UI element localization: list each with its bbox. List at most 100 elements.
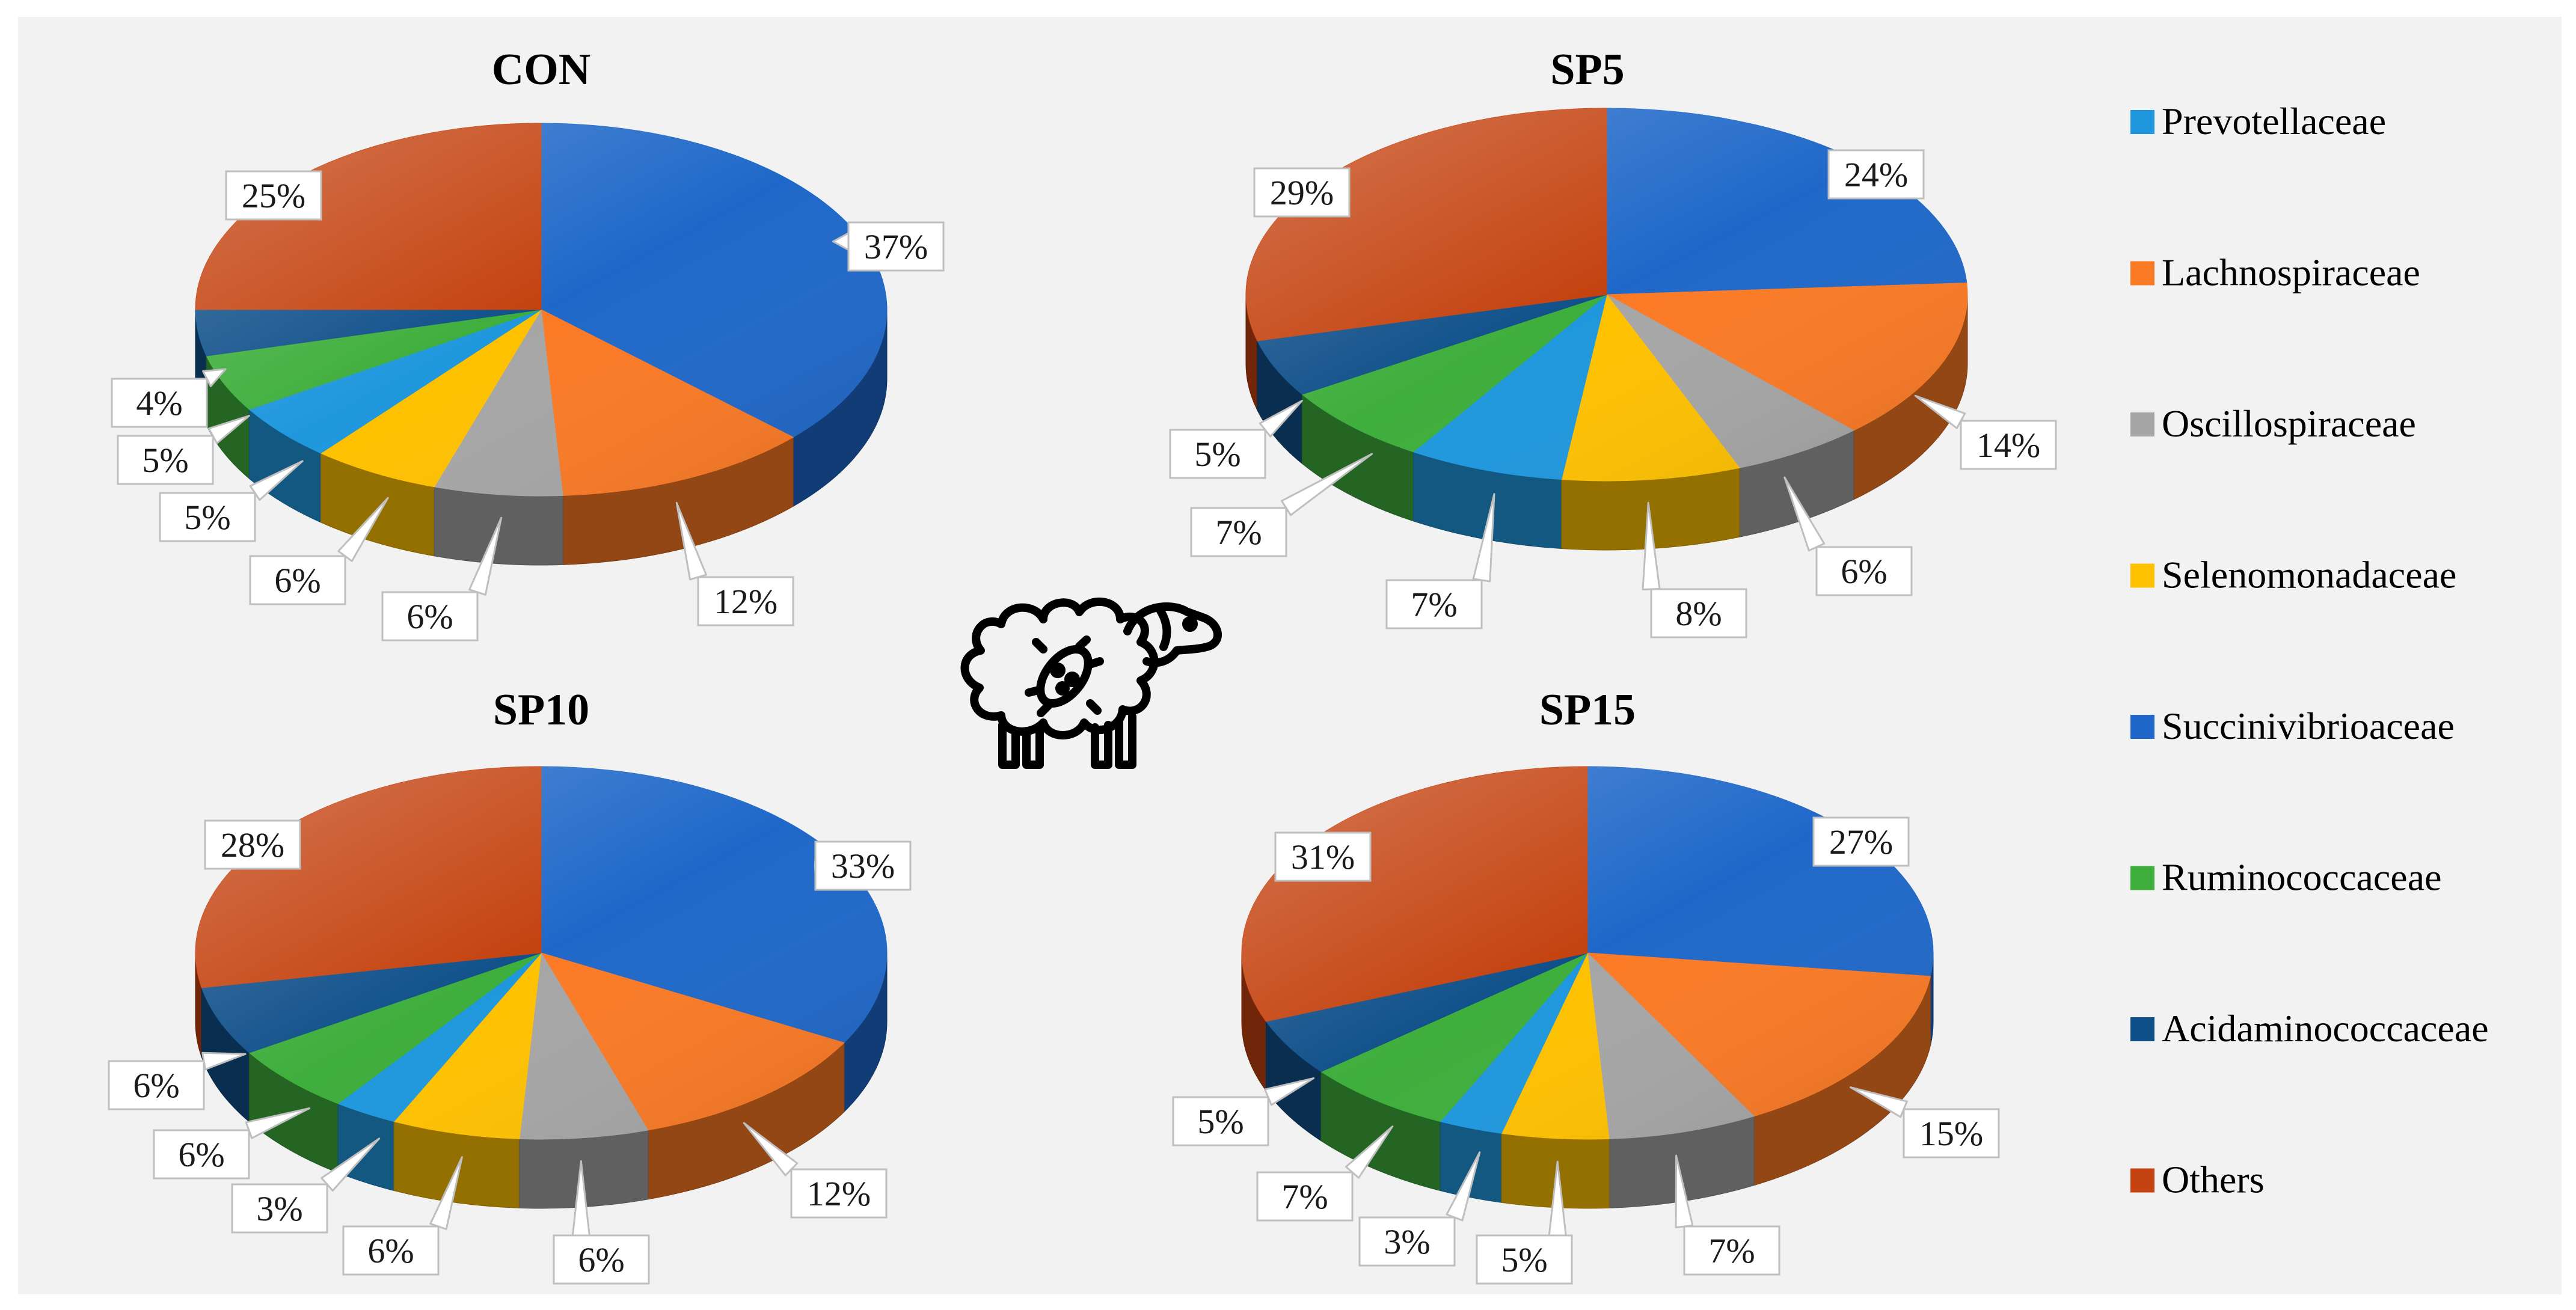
data-label-selenomonadaceae: 6%: [274, 561, 320, 600]
data-label-ruminococcaceae: 7%: [1215, 513, 1262, 552]
chart-title: SP10: [493, 685, 589, 735]
data-label-prevotellaceae: 5%: [184, 498, 230, 537]
pie-chart-sp10: SP10 33% 12% 6% 6% 3% 6% 6% 28%: [108, 685, 912, 1285]
data-label-box: [847, 221, 945, 272]
data-label-ruminococcaceae: 5%: [142, 441, 188, 480]
chart-title: SP5: [1550, 45, 1624, 94]
data-label-acidaminococcaceae: 5%: [1197, 1102, 1244, 1141]
pie-highlight: [1242, 767, 1933, 1139]
legend-label: Ruminococcaceae: [2162, 856, 2442, 899]
data-label-lachnospiraceae: 14%: [1976, 426, 2040, 465]
data-label-box: [697, 576, 794, 626]
data-label-lachnospiraceae: 12%: [714, 582, 777, 621]
data-label-box: [1169, 429, 1266, 479]
pie-chart-sp15: SP15 27% 15% 7% 5% 3% 7% 5% 31%: [1172, 685, 2000, 1285]
data-label-selenomonadaceae: 6%: [367, 1231, 414, 1270]
data-label-box: [153, 1129, 250, 1180]
data-label-box: [1256, 1171, 1354, 1222]
legend: Prevotellaceae Lachnospiraceae Oscillospir…: [2130, 100, 2489, 1201]
legend-swatch: [2130, 110, 2154, 134]
data-label-box: [1476, 1234, 1573, 1285]
data-label-acidaminococcaceae: 4%: [136, 384, 182, 423]
data-label-selenomonadaceae: 5%: [1501, 1240, 1547, 1279]
data-label-box: [1358, 1216, 1456, 1267]
data-label-box: [1683, 1225, 1780, 1276]
data-label-box: [225, 170, 322, 221]
data-label-box: [231, 1183, 328, 1234]
data-label-box: [1274, 831, 1372, 882]
data-label-box: [111, 378, 208, 428]
data-label-prevotellaceae: 3%: [1384, 1222, 1430, 1261]
legend-item-ruminococcaceae: Ruminococcaceae: [2130, 856, 2442, 899]
data-label-box: [381, 591, 479, 641]
legend-item-oscillospiraceae: Oscillospiraceae: [2130, 402, 2416, 445]
legend-swatch: [2130, 715, 2154, 739]
legend-label: Acidaminococcaceae: [2162, 1007, 2489, 1050]
legend-item-selenomonadaceae: Selenomonadaceae: [2130, 554, 2456, 596]
data-label-box: [790, 1168, 888, 1219]
data-label-box: [1903, 1108, 2000, 1158]
data-label-box: [159, 492, 256, 542]
legend-swatch: [2130, 1168, 2154, 1193]
chart-title: CON: [492, 45, 590, 94]
legend-item-acidaminococcaceae: Acidaminococcaceae: [2130, 1007, 2489, 1050]
pie-chart-con: CON 37% 12% 6% 6% 5% 5% 4% 25%: [111, 45, 945, 641]
data-label-oscillospiraceae: 6%: [578, 1240, 624, 1279]
legend-label: Prevotellaceae: [2162, 100, 2386, 142]
chart-title: SP15: [1539, 685, 1636, 735]
data-label-box: [108, 1060, 205, 1110]
legend-swatch: [2130, 1017, 2154, 1041]
data-label-lachnospiraceae: 15%: [1919, 1114, 1983, 1153]
data-label-box: [1812, 816, 1910, 867]
data-label-oscillospiraceae: 6%: [1841, 552, 1887, 591]
legend-label: Succinivibrioaceae: [2162, 705, 2455, 747]
data-label-others: 31%: [1291, 837, 1355, 877]
data-label-succinivibrioaceae: 24%: [1844, 155, 1908, 194]
legend-label: Others: [2162, 1158, 2265, 1201]
data-label-box: [1253, 167, 1351, 218]
data-label-succinivibrioaceae: 27%: [1829, 822, 1893, 862]
sheep-with-microbe-icon: [960, 598, 1222, 769]
data-label-prevotellaceae: 3%: [256, 1189, 302, 1228]
legend-label: Lachnospiraceae: [2162, 251, 2420, 294]
data-label-others: 29%: [1270, 173, 1334, 212]
legend-swatch: [2130, 261, 2154, 286]
data-label-box: [204, 819, 301, 870]
data-label-box: [249, 555, 346, 605]
data-label-prevotellaceae: 7%: [1411, 585, 1457, 624]
data-label-box: [1815, 546, 1913, 596]
data-label-box: [342, 1225, 440, 1276]
legend-item-succinivibrioaceae: Succinivibrioaceae: [2130, 705, 2455, 747]
data-label-others: 25%: [242, 176, 305, 215]
data-label-others: 28%: [221, 825, 284, 865]
data-label-box: [1172, 1096, 1269, 1146]
data-label-oscillospiraceae: 6%: [406, 597, 453, 636]
legend-label: Oscillospiraceae: [2162, 402, 2416, 445]
data-label-oscillospiraceae: 7%: [1708, 1231, 1755, 1270]
pie-chart-sp5: SP5 24% 14% 6% 8% 7% 7% 5% 29%: [1169, 45, 2057, 638]
legend-item-prevotellaceae: Prevotellaceae: [2130, 100, 2386, 142]
pie-highlight: [195, 123, 887, 496]
pie-highlight: [1246, 108, 1967, 481]
legend-swatch: [2130, 866, 2154, 890]
data-label-succinivibrioaceae: 33%: [831, 846, 895, 886]
legend-swatch: [2130, 412, 2154, 436]
charts-layer: CON 37% 12% 6% 6% 5% 5% 4% 25% SP5 24% 14% 6% 8% 7% 7% 5…: [108, 45, 2057, 1285]
data-label-selenomonadaceae: 8%: [1675, 594, 1722, 633]
data-label-box: [1960, 420, 2057, 470]
data-label-acidaminococcaceae: 6%: [133, 1066, 179, 1105]
data-label-succinivibrioaceae: 37%: [864, 227, 928, 266]
data-label-ruminococcaceae: 6%: [178, 1135, 224, 1174]
data-label-ruminococcaceae: 7%: [1281, 1177, 1328, 1216]
data-label-box: [1827, 149, 1925, 200]
legend-swatch: [2130, 563, 2154, 588]
legend-item-lachnospiraceae: Lachnospiraceae: [2130, 251, 2420, 294]
data-label-box: [1385, 579, 1483, 629]
legend-item-others: Others: [2130, 1158, 2265, 1201]
legend-label: Selenomonadaceae: [2162, 554, 2456, 596]
data-label-box: [553, 1234, 650, 1285]
data-label-box: [1650, 588, 1747, 638]
data-label-box: [117, 435, 214, 485]
data-label-box: [1190, 507, 1287, 557]
